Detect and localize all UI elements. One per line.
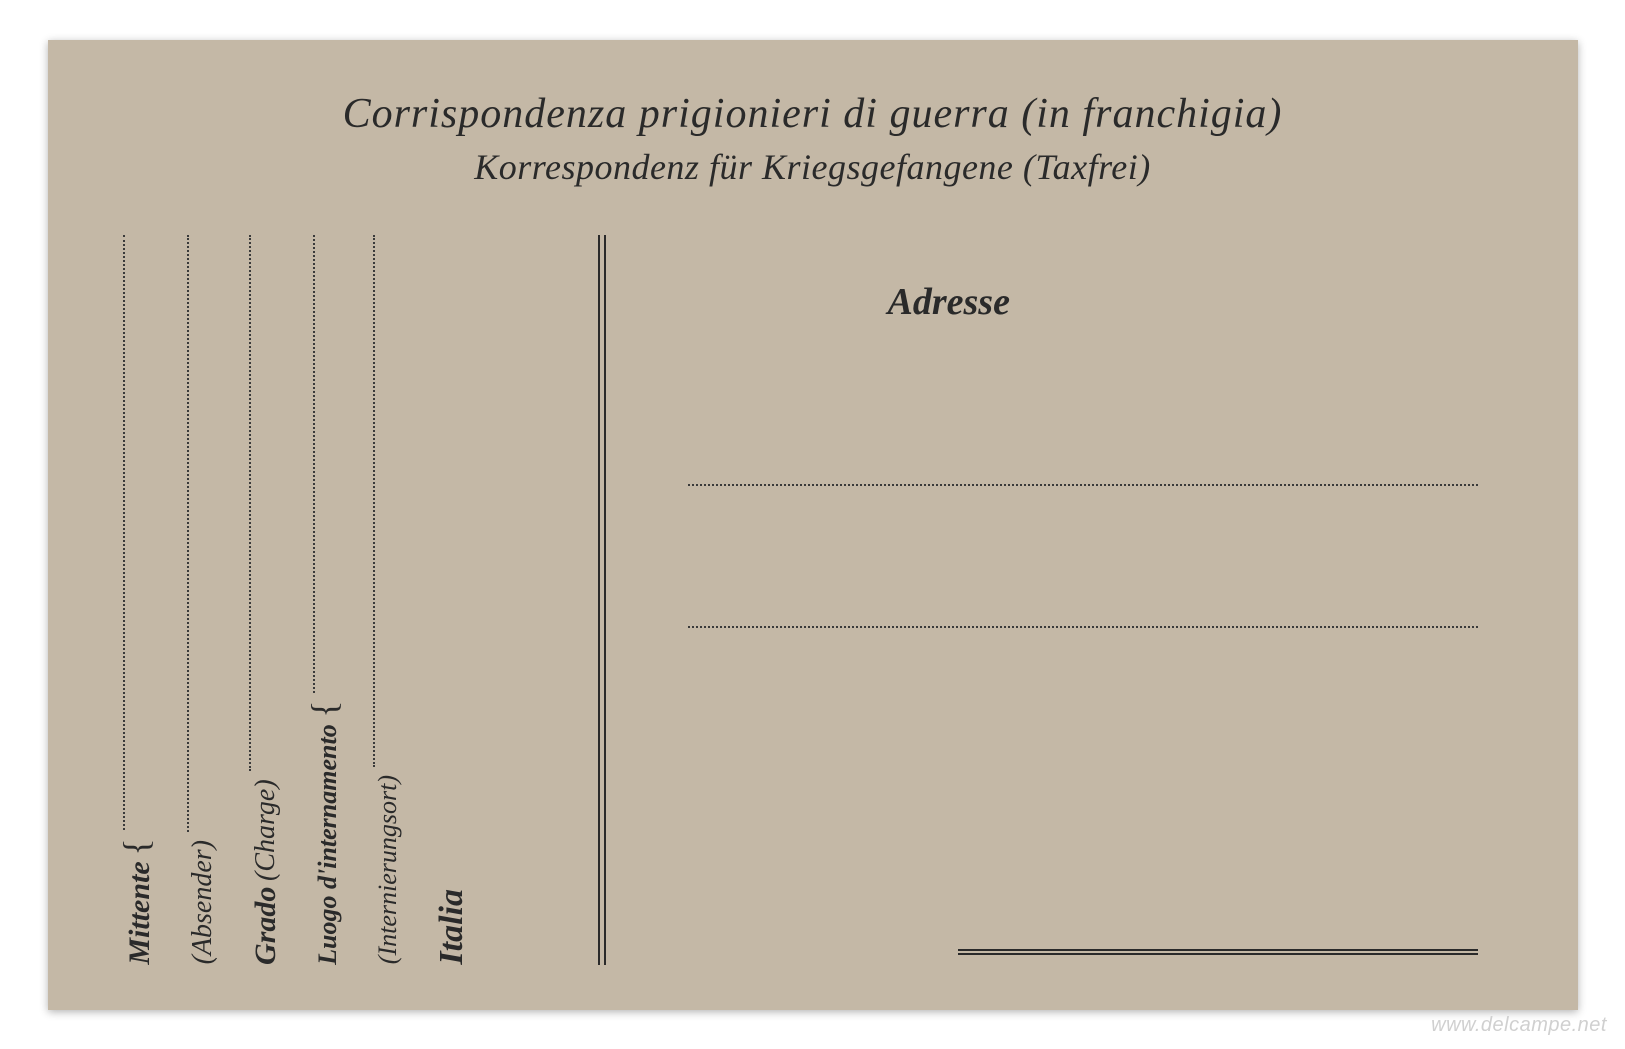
watermark: www.delcampe.net bbox=[1431, 1014, 1607, 1037]
sender-label-group: (Absender) bbox=[187, 840, 219, 964]
address-label: Adresse bbox=[888, 280, 1478, 324]
header: Corrispondenza prigionieri di guerra (in… bbox=[48, 90, 1578, 188]
brace-icon: } bbox=[319, 701, 337, 718]
sender-field-mittente: Mittente } bbox=[123, 235, 157, 965]
address-fill-line-1 bbox=[688, 484, 1478, 486]
sender-fill-line bbox=[249, 235, 251, 771]
sender-field-internierung: (Internierungsort) bbox=[373, 235, 403, 965]
label-mittente: Mittente bbox=[123, 861, 157, 964]
label-absender: (Absender) bbox=[187, 840, 219, 964]
sender-field-absender: (Absender) bbox=[187, 235, 219, 965]
sender-fill-line bbox=[373, 235, 375, 768]
header-title-italian: Corrispondenza prigionieri di guerra (in… bbox=[48, 90, 1578, 138]
sender-fill-line bbox=[313, 235, 315, 693]
label-charge: (Charge) bbox=[250, 779, 282, 881]
label-luogo: Luogo d'internamento bbox=[313, 724, 343, 965]
sender-fill-line bbox=[187, 235, 189, 833]
sender-label-group: Italia bbox=[433, 889, 471, 965]
label-italia: Italia bbox=[433, 889, 471, 965]
sender-label-group: Grado (Charge) bbox=[249, 779, 283, 965]
address-section: Adresse bbox=[688, 280, 1478, 768]
sender-section: Mittente } (Absender) Grado (Charge) Luo… bbox=[123, 235, 471, 965]
sender-fill-line bbox=[123, 235, 125, 830]
sender-label-group: Mittente } bbox=[123, 838, 157, 965]
sender-field-luogo: Luogo d'internamento } bbox=[313, 235, 343, 965]
vertical-divider bbox=[598, 235, 606, 965]
header-title-german: Korrespondenz für Kriegsgefangene (Taxfr… bbox=[48, 146, 1578, 188]
address-fill-line-2 bbox=[688, 626, 1478, 628]
sender-label-group: (Internierungsort) bbox=[373, 775, 403, 964]
bottom-double-rule bbox=[958, 949, 1478, 955]
sender-label-group: Luogo d'internamento } bbox=[313, 701, 343, 965]
sender-field-italia: Italia bbox=[433, 235, 471, 965]
sender-field-grado: Grado (Charge) bbox=[249, 235, 283, 965]
postcard-container: Corrispondenza prigionieri di guerra (in… bbox=[48, 40, 1578, 1010]
label-grado: Grado bbox=[249, 886, 283, 964]
label-internierungsort: (Internierungsort) bbox=[373, 775, 403, 964]
brace-icon: } bbox=[131, 838, 149, 855]
